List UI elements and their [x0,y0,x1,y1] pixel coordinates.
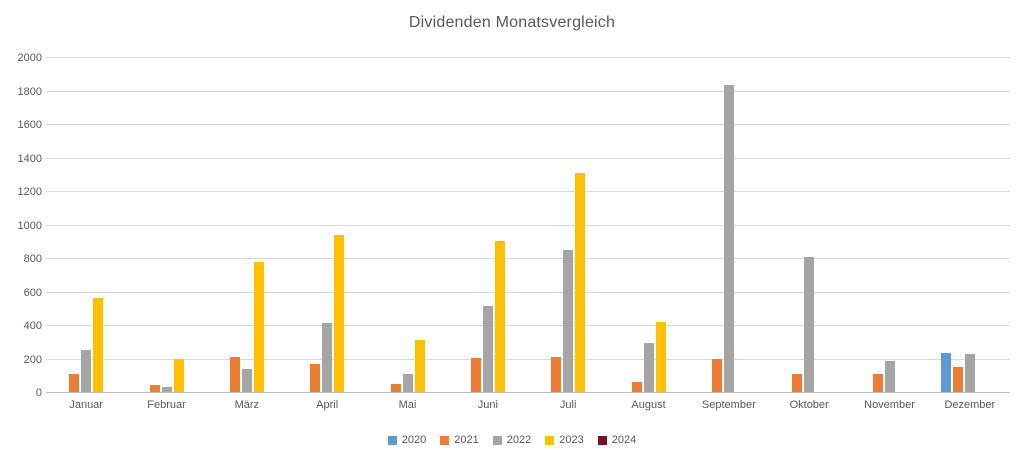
gridline-200 [46,358,1010,360]
x-tick-label-dezember: Dezember [944,399,996,411]
legend-label-2023: 2023 [559,434,584,446]
gridline-1400 [46,157,1010,159]
gridline-800 [46,258,1010,259]
x-tick-label-oktober: Oktober [789,399,829,411]
gridline-1600 [46,124,1010,125]
gridline-1800 [46,90,1010,92]
legend-item-2021: 2021 [440,434,479,446]
legend-item-2020: 2020 [387,434,427,446]
bar-oktober-2021 [792,374,803,392]
x-tick-label-april: April [316,399,339,411]
y-tick-label-200: 200 [23,353,42,366]
bar-april-2021 [310,363,321,392]
bar-september-2021 [711,358,722,392]
x-tick-label-juni: Juni [477,399,498,411]
legend-swatch-2024 [597,435,607,445]
legend-item-2022: 2022 [492,434,532,446]
x-axis-line [46,392,1010,393]
x-tick-label-februar: Februar [147,399,186,411]
legend-swatch-2020 [387,435,397,445]
y-tick-label-1400: 1400 [17,152,42,165]
bar-mai-2023 [414,340,425,392]
bar-dezember-2022 [964,354,975,392]
legend-label-2020: 2020 [401,434,427,446]
bar-januar-2022 [81,350,92,392]
legend-swatch-2023 [545,435,555,445]
bar-juli-2021 [551,356,562,392]
y-tick-label-600: 600 [23,286,42,299]
bar-februar-2023 [173,358,184,392]
gridline-1000 [46,224,1010,226]
bar-juli-2022 [563,249,574,392]
bar-november-2022 [884,361,895,392]
bar-mai-2022 [402,373,413,392]
legend-label-2024: 2024 [611,434,637,446]
bar-juli-2023 [575,173,586,392]
x-tick-label-märz: März [234,399,260,411]
bar-januar-2023 [93,298,104,392]
y-tick-label-2000: 2000 [17,52,42,64]
bar-oktober-2022 [804,257,815,392]
chart-title: Dividenden Monatsvergleich [408,14,616,31]
bar-august-2022 [643,342,654,392]
bar-märz-2022 [241,368,252,392]
x-tick-label-august: August [631,399,666,411]
bar-dezember-2021 [952,366,963,392]
bar-februar-2021 [149,385,160,392]
y-tick-label-800: 800 [23,253,42,265]
bar-juni-2022 [482,305,493,392]
legend-swatch-2022 [492,435,502,445]
bar-juni-2023 [494,241,505,392]
y-tick-label-400: 400 [23,320,42,332]
y-tick-label-1600: 1600 [17,119,42,131]
bar-februar-2022 [161,386,172,392]
bar-mai-2021 [390,384,401,392]
gridline-600 [46,291,1010,293]
bar-april-2022 [322,322,333,392]
y-tick-label-1000: 1000 [17,219,42,232]
x-tick-label-juli: Juli [559,399,577,411]
y-tick-label-1800: 1800 [17,85,42,98]
y-tick-label-0: 0 [35,387,42,399]
legend: 2020 2021 2022 2023 2024 [0,434,1024,446]
legend-item-2024: 2024 [597,434,637,446]
bar-märz-2021 [229,356,240,392]
gridline-1200 [46,191,1010,192]
y-tick-label-1200: 1200 [17,186,42,198]
gridline-2000 [46,57,1010,58]
legend-label-2022: 2022 [506,434,532,446]
x-tick-label-mai: Mai [398,399,417,411]
bar-april-2023 [334,235,345,392]
bar-märz-2023 [253,262,264,392]
x-tick-label-september: September [701,399,756,411]
bar-juni-2021 [470,357,481,392]
x-tick-label-januar: Januar [69,399,103,411]
bar-november-2021 [872,374,883,392]
gridline-400 [46,325,1010,326]
bar-dezember-2020 [940,352,951,392]
bar-september-2022 [723,84,734,392]
bar-august-2021 [631,381,642,392]
bar-august-2023 [655,321,666,392]
legend-label-2021: 2021 [454,434,479,446]
bar-januar-2021 [69,374,80,392]
x-tick-label-november: November [864,399,915,411]
legend-swatch-2021 [440,435,450,445]
plot-area [46,57,1010,393]
legend-item-2023: 2023 [545,434,584,446]
